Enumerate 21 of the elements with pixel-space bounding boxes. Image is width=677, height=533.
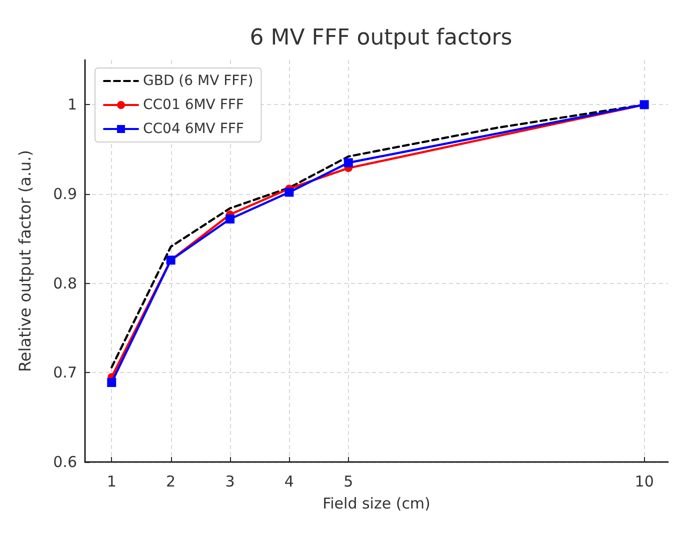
y-tick-label: 0.8 <box>53 274 77 292</box>
legend-label: CC04 6MV FFF <box>143 121 244 137</box>
x-tick-label: 2 <box>166 472 176 490</box>
chart-title: 6 MV FFF output factors <box>250 26 512 50</box>
x-tick-label: 5 <box>344 472 354 490</box>
x-axis-title: Field size (cm) <box>322 494 430 512</box>
point <box>226 214 235 224</box>
legend-label: GBD (6 MV FFF) <box>143 73 254 89</box>
x-tick-label: 10 <box>634 472 654 490</box>
legend-label: CC01 6MV FFF <box>143 97 244 113</box>
point <box>107 378 116 387</box>
point <box>284 188 294 197</box>
y-tick-label: 0.9 <box>53 185 77 203</box>
x-tick-label: 1 <box>106 472 116 490</box>
point <box>344 158 353 168</box>
x-tick-label: 3 <box>225 472 235 490</box>
y-axis-title: Relative output factor (a.u.) <box>16 150 34 372</box>
y-tick-label: 1 <box>67 96 77 114</box>
x-tick-label: 4 <box>284 472 294 490</box>
y-tick-label: 0.7 <box>53 364 77 382</box>
y-tick-label: 0.6 <box>53 453 77 471</box>
